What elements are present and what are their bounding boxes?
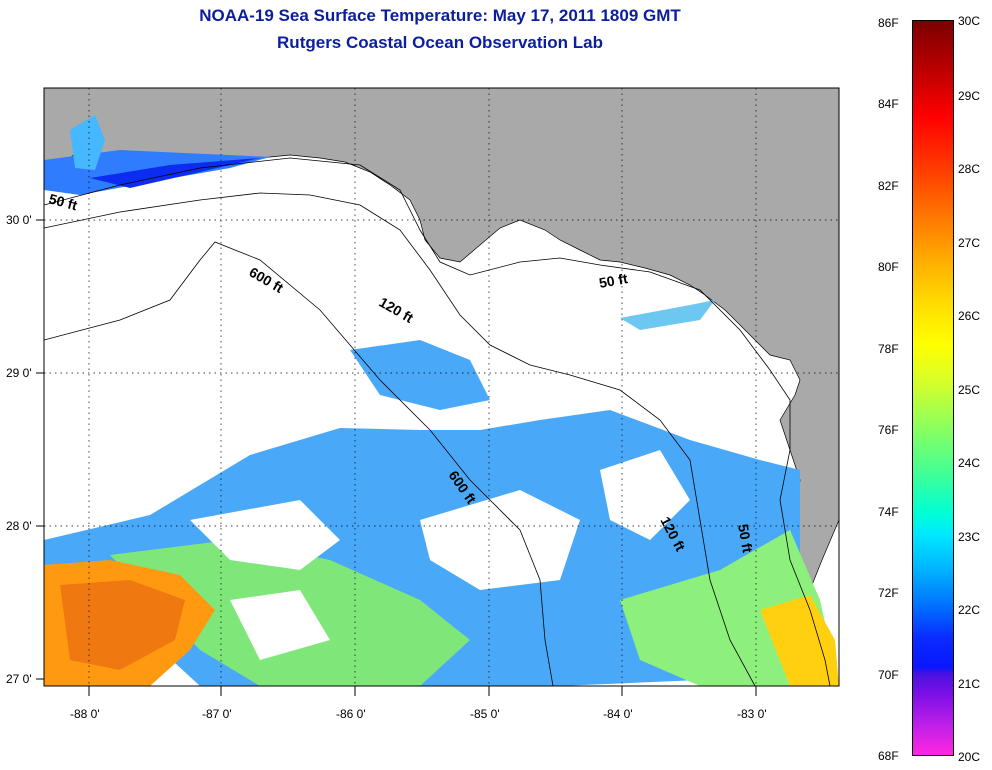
map-title: NOAA-19 Sea Surface Temperature: May 17,… <box>199 6 681 25</box>
colorbar-c-label: 26C <box>958 309 981 323</box>
colorbar-c-label: 28C <box>958 162 981 176</box>
lat-label: 30 0' <box>6 213 32 227</box>
colorbar-f-label: 70F <box>878 668 899 682</box>
colorbar-f-label: 80F <box>878 260 899 274</box>
lon-label: -85 0' <box>470 707 500 721</box>
colorbar-c-label: 30C <box>958 14 981 28</box>
lon-label: -87 0' <box>202 707 232 721</box>
colorbar-c-label: 21C <box>958 677 981 691</box>
colorbar-c-label: 29C <box>958 89 981 103</box>
lat-label: 29 0' <box>6 366 32 380</box>
contour-label: 50 ft <box>47 190 79 213</box>
temperature-colorbar <box>912 20 954 756</box>
contour-50ft <box>44 157 831 686</box>
lat-label: 27 0' <box>6 672 32 686</box>
colorbar-f-label: 82F <box>878 179 899 193</box>
contour-120ft <box>44 192 756 686</box>
lon-label: -84 0' <box>603 707 633 721</box>
sst-cool-patch <box>620 300 715 330</box>
colorbar-f-label: 86F <box>878 16 899 30</box>
colorbar-c-label: 27C <box>958 236 981 250</box>
sst-cool-patch <box>350 340 490 410</box>
map-subtitle: Rutgers Coastal Ocean Observation Lab <box>277 33 603 52</box>
colorbar-c-label: 25C <box>958 383 981 397</box>
colorbar-f-label: 68F <box>878 749 899 763</box>
colorbar-f-label: 72F <box>878 586 899 600</box>
lon-label: -83 0' <box>737 707 767 721</box>
colorbar-c-label: 20C <box>958 750 981 764</box>
colorbar-f-label: 84F <box>878 97 899 111</box>
colorbar-f-label: 74F <box>878 505 899 519</box>
contour-label: 50 ft <box>598 270 629 291</box>
colorbar-c-label: 22C <box>958 603 981 617</box>
colorbar-f-label: 78F <box>878 342 899 356</box>
colorbar-f-label: 76F <box>878 423 899 437</box>
contour-600ft <box>44 241 554 686</box>
sst-cool-patch <box>70 115 105 170</box>
lon-label: -88 0' <box>70 707 100 721</box>
lat-label: 28 0' <box>6 519 32 533</box>
lon-label: -86 0' <box>336 707 366 721</box>
colorbar-c-label: 23C <box>958 530 981 544</box>
sst-warm-patch <box>60 580 185 670</box>
colorbar-c-label: 24C <box>958 456 981 470</box>
contour-label: 50 ft <box>735 523 756 554</box>
sst-warm-patch <box>760 595 839 686</box>
